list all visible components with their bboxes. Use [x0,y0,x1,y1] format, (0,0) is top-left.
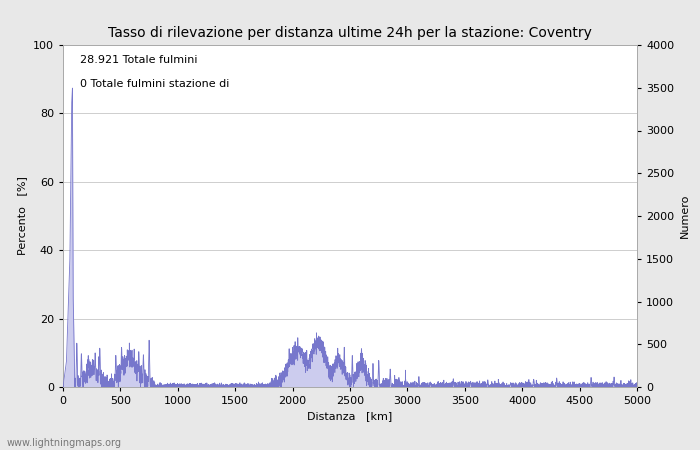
Title: Tasso di rilevazione per distanza ultime 24h per la stazione: Coventry: Tasso di rilevazione per distanza ultime… [108,26,592,40]
Text: 28.921 Totale fulmini: 28.921 Totale fulmini [80,55,197,65]
Text: www.lightningmaps.org: www.lightningmaps.org [7,438,122,448]
X-axis label: Distanza   [km]: Distanza [km] [307,412,393,422]
Y-axis label: Percento   [%]: Percento [%] [18,176,27,256]
Y-axis label: Numero: Numero [680,194,689,238]
Legend: Tasso di rilevazione stazione Coventry, Numero totale fulmini: Tasso di rilevazione stazione Coventry, … [130,447,570,450]
Text: 0 Totale fulmini stazione di: 0 Totale fulmini stazione di [80,79,230,89]
